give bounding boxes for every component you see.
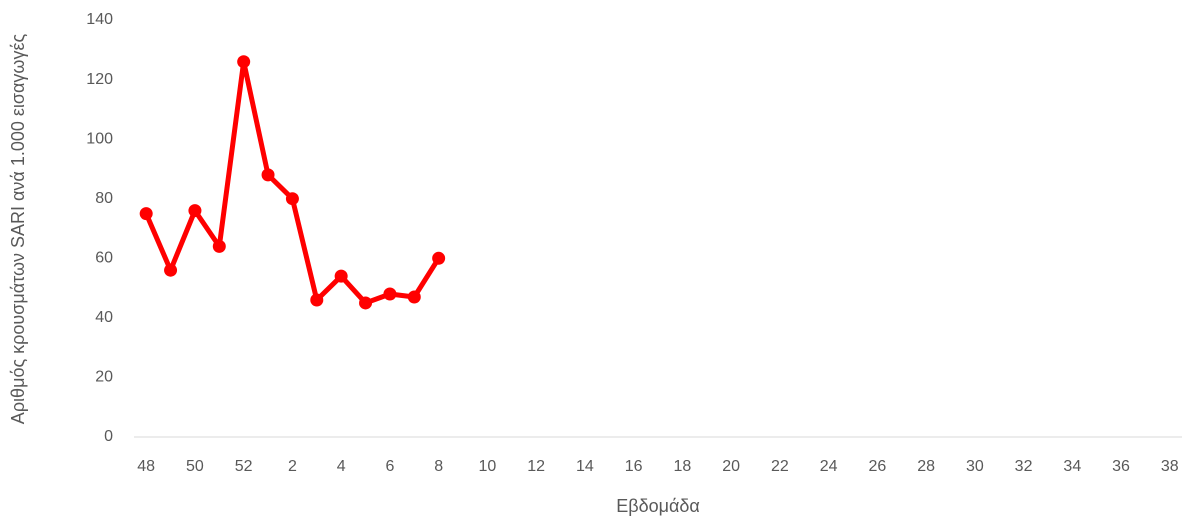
marker: [188, 204, 202, 218]
x-tick-label: 18: [673, 458, 691, 475]
x-tick-label: 4: [337, 458, 346, 475]
marker: [310, 293, 324, 307]
marker: [164, 263, 178, 277]
y-tick-label: 100: [86, 130, 113, 147]
x-tick-label: 2: [288, 458, 297, 475]
x-tick-label: 12: [527, 458, 545, 475]
line: [143, 59, 441, 306]
x-tick-label: 32: [1015, 458, 1033, 475]
marker: [285, 192, 299, 206]
y-tick-label: 80: [95, 190, 113, 207]
marker: [334, 269, 348, 283]
x-tick-label: 24: [820, 458, 838, 475]
y-tick-label: 40: [95, 309, 113, 326]
y-tick-label: 20: [95, 369, 113, 386]
x-tick-label: 10: [478, 458, 496, 475]
x-tick-label: 20: [722, 458, 740, 475]
x-tick-label: 8: [434, 458, 443, 475]
marker: [432, 251, 446, 265]
x-tick-label: 52: [235, 458, 253, 475]
y-tick-label: 120: [86, 71, 113, 88]
x-tick-label: 38: [1161, 458, 1179, 475]
y-tick-label: 60: [95, 250, 113, 267]
y-tick-label: 0: [104, 428, 113, 445]
x-tick-label: 34: [1063, 458, 1081, 475]
x-axis-label: Εβδομάδα: [616, 496, 700, 516]
x-tick-label: 22: [771, 458, 789, 475]
x-tick-label: 6: [385, 458, 394, 475]
x-tick-label: 30: [966, 458, 984, 475]
y-axis-label: Αριθμός κρουσμάτων SARI ανά 1.000 εισαγω…: [8, 33, 28, 425]
y-tick-label: 140: [86, 11, 113, 28]
x-tick-label: 28: [917, 458, 935, 475]
x-tick-label: 16: [625, 458, 643, 475]
marker: [212, 239, 226, 253]
x-tick-label: 14: [576, 458, 594, 475]
marker: [139, 207, 153, 221]
marker: [383, 287, 397, 301]
marker: [407, 290, 421, 304]
x-tick-label: 50: [186, 458, 204, 475]
x-tick-label: 48: [137, 458, 155, 475]
marker: [261, 168, 275, 182]
x-tick-label: 36: [1112, 458, 1130, 475]
marker: [359, 296, 373, 310]
x-tick-label: 26: [868, 458, 886, 475]
marker: [237, 55, 251, 69]
